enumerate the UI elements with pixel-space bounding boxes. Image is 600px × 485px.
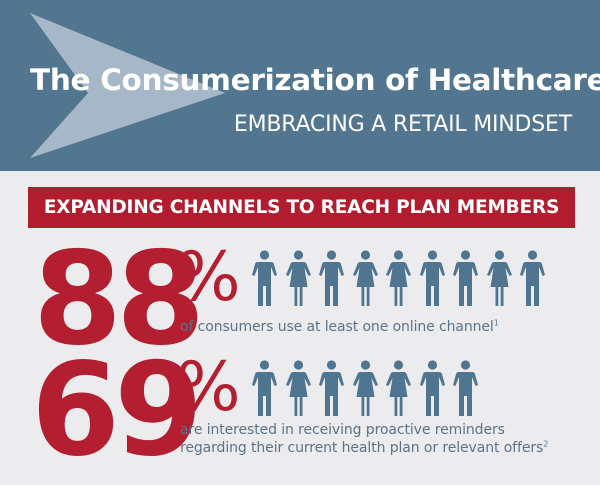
footnote-marker: 1 [493,318,499,328]
section-banner: EXPANDING CHANNELS TO REACH PLAN MEMBERS [28,187,575,228]
male-person-icon [520,250,545,308]
stat-unit: % [176,238,241,317]
female-person-icon [386,360,411,418]
page-title: The Consumerization of Healthcare [30,63,600,97]
people-icon-row [252,250,545,308]
male-person-icon [420,360,445,418]
male-person-icon [319,360,344,418]
female-person-icon [353,250,378,308]
section-banner-label: EXPANDING CHANNELS TO REACH PLAN MEMBERS [43,197,560,218]
male-person-icon [453,360,478,418]
stat-unit: % [176,348,241,427]
male-person-icon [420,250,445,308]
stat-caption: are interested in receiving proactive re… [180,421,548,457]
stat-caption-line: regarding their current health plan or r… [180,440,544,456]
male-person-icon [453,250,478,308]
stat-value: 69 [31,336,203,485]
footnote-marker: 2 [543,439,549,449]
stat-caption-line: of consumers use at least one online cha… [180,319,494,335]
stat-caption-line: are interested in receiving proactive re… [180,422,505,438]
female-person-icon [286,360,311,418]
female-person-icon [353,360,378,418]
stat-value: 88 [33,225,205,374]
female-person-icon [487,250,512,308]
header-banner: The Consumerization of Healthcare EMBRAC… [0,0,600,171]
page-subtitle: EMBRACING A RETAIL MINDSET [233,112,572,137]
male-person-icon [319,250,344,308]
arrow-icon [30,13,225,158]
female-person-icon [386,250,411,308]
people-icon-row [252,360,478,418]
male-person-icon [252,360,277,418]
female-person-icon [286,250,311,308]
male-person-icon [252,250,277,308]
stat-caption: of consumers use at least one online cha… [180,318,499,336]
